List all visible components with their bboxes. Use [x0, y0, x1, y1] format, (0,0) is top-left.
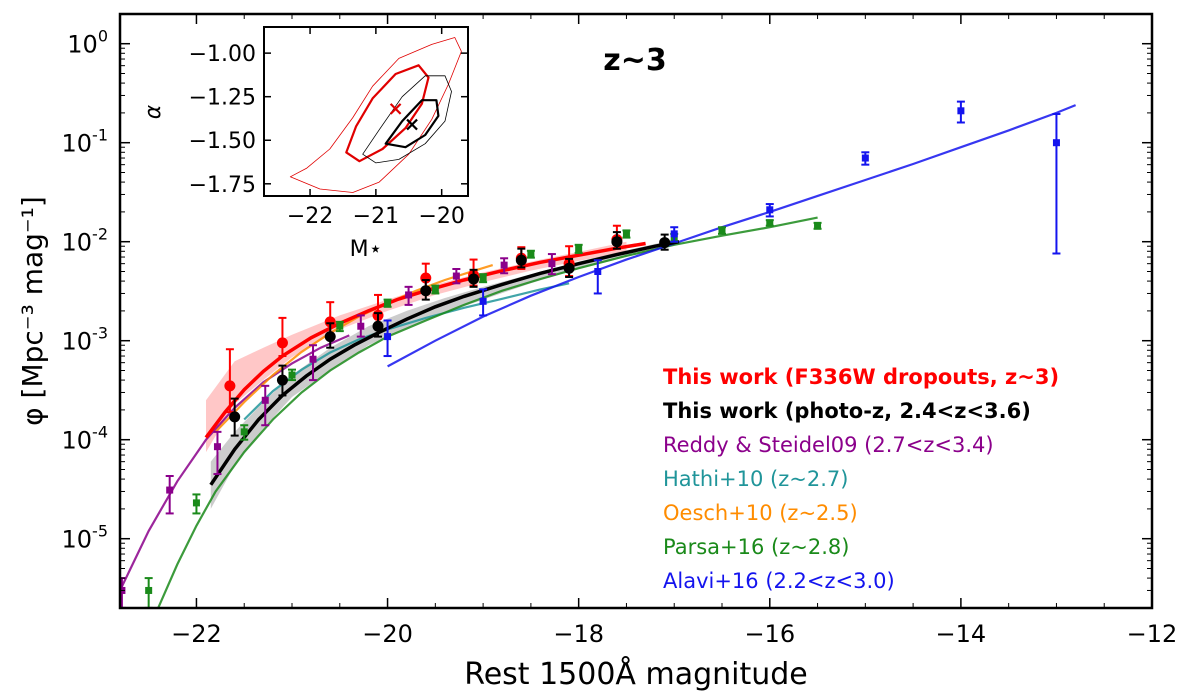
x-tick-label-5: −12 [1127, 620, 1178, 648]
data-point-5-12 [718, 226, 726, 234]
data-point-1-7 [563, 262, 575, 274]
data-point-5-6 [431, 285, 439, 293]
inset-contour-0 [289, 37, 462, 193]
inset-x-tick-label-1: −21 [353, 204, 399, 229]
y-tick-label-2: 10-3 [62, 324, 109, 356]
data-point-6-4 [766, 206, 774, 214]
data-point-6-5 [861, 154, 869, 162]
data-point-5-9 [575, 245, 583, 253]
data-point-6-0 [384, 333, 392, 341]
x-tick-label-2: −18 [553, 620, 604, 648]
legend-entry-3: Hathi+10 (z~2.7) [663, 467, 848, 491]
legend-entry-0: This work (F336W dropouts, z~3) [663, 365, 1059, 389]
y-tick-label-3: 10-2 [62, 225, 109, 257]
y-axis-label: φ [Mpc⁻³ mag⁻¹] [16, 196, 49, 426]
inset-axis-ticks: −22 −21 −20 −1.00 −1.25 −1.50 −1.75 [189, 27, 468, 229]
data-point-6-2 [594, 268, 602, 276]
y-tick-label-0: 10-5 [62, 522, 109, 554]
data-point-1-8 [611, 236, 623, 248]
inset-best-fit-black-b [406, 118, 418, 131]
legend-entry-1: This work (photo-z, 2.4<z<3.6) [663, 399, 1031, 423]
legend-entry-5: Parsa+16 (z~2.8) [663, 535, 849, 559]
data-point-5-7 [479, 274, 487, 282]
legend-entry-6: Alavi+16 (2.2<z<3.0) [663, 569, 895, 593]
data-point-5-0 [145, 586, 153, 594]
data-point-6-1 [479, 297, 487, 305]
data-point-1-6 [515, 254, 527, 266]
fit-curve-6 [387, 104, 1077, 368]
data-point-2-9 [548, 260, 556, 268]
data-point-5-3 [288, 371, 296, 379]
data-point-5-4 [336, 322, 344, 330]
x-axis-label: Rest 1500Å magnitude [464, 656, 808, 692]
data-point-6-7 [1052, 139, 1060, 147]
data-point-5-1 [192, 499, 200, 507]
data-point-1-9 [659, 237, 671, 249]
inset-y-tick-label-0: −1.00 [189, 42, 256, 67]
inset-best-fit-red-b [389, 103, 402, 115]
data-point-5-13 [766, 219, 774, 227]
data-point-0-1 [276, 337, 288, 349]
data-point-2-2 [213, 443, 221, 451]
data-point-5-14 [814, 222, 822, 230]
y-tick-label-5: 100 [67, 27, 108, 59]
legend-entry-2: Reddy & Steidel09 (2.7<z<3.4) [663, 433, 994, 457]
x-tick-label-0: −22 [171, 620, 222, 648]
inset-contour-1 [345, 64, 430, 163]
data-point-2-3 [261, 396, 269, 404]
confidence-band-0 [206, 241, 627, 453]
data-point-1-0 [229, 411, 241, 423]
data-point-5-10 [622, 230, 630, 238]
data-point-2-5 [357, 322, 365, 330]
main-plot-area: −22 −20 −18 −16 −14 −12 10-5 10-4 10-3 10-2 10-1 10… [16, 12, 1178, 692]
legend: This work (F336W dropouts, z~3) This work… [663, 365, 1059, 593]
inset-y-tick-label-2: −1.50 [189, 129, 256, 154]
data-point-2-7 [452, 272, 460, 280]
y-tick-label-4: 10-1 [62, 126, 109, 158]
data-point-1-3 [372, 320, 384, 332]
y-tick-label-1: 10-4 [62, 423, 109, 455]
fit-curve-0 [204, 241, 646, 439]
confidence-band-1 [210, 239, 675, 509]
chart-title: z~3 [603, 43, 666, 78]
data-point-1-5 [468, 273, 480, 285]
legend-entry-4: Oesch+10 (z~2.5) [663, 501, 858, 525]
data-point-1-2 [324, 331, 336, 343]
x-tick-label-3: −16 [744, 620, 795, 648]
main-axis-ticks: −22 −20 −18 −16 −14 −12 10-5 10-4 10-3 10-2 10-1 10… [62, 14, 1178, 648]
inset-plot-area: −22 −21 −20 −1.00 −1.25 −1.50 −1.75 M⋆ α [141, 26, 469, 262]
data-point-0-2 [324, 316, 336, 328]
data-point-2-4 [309, 355, 317, 363]
inset-y-axis-label: α [141, 104, 166, 119]
data-point-6-6 [957, 107, 965, 115]
data-point-5-8 [527, 250, 535, 258]
data-point-1-1 [276, 374, 288, 386]
inset-frame [263, 26, 469, 197]
inset-y-tick-label-1: −1.25 [189, 86, 256, 111]
fit-curve-1 [209, 239, 680, 486]
data-point-6-3 [670, 230, 678, 238]
data-point-2-1 [166, 486, 174, 494]
inset-x-axis-label: M⋆ [350, 237, 383, 262]
data-point-0-0 [224, 380, 236, 392]
inset-contour-3 [384, 99, 440, 149]
data-point-5-5 [384, 299, 392, 307]
data-point-1-4 [420, 285, 432, 297]
data-point-5-2 [240, 428, 248, 436]
inset-x-tick-label-2: −20 [418, 204, 464, 229]
data-point-2-6 [405, 291, 413, 299]
data-point-2-8 [500, 261, 508, 269]
inset-y-tick-label-3: −1.75 [189, 173, 256, 198]
x-tick-label-1: −20 [362, 620, 413, 648]
x-tick-label-4: −14 [936, 620, 987, 648]
inset-x-tick-label-0: −22 [287, 204, 333, 229]
